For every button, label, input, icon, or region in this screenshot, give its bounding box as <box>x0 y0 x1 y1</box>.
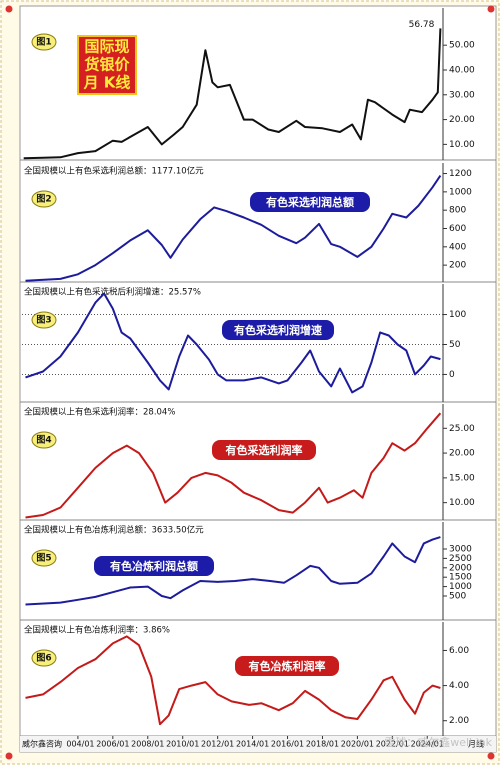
badge: 图4 <box>36 435 51 446</box>
y-tick-label: 10.00 <box>449 498 475 508</box>
x-tick-label: 2004/01 <box>61 740 94 749</box>
data-line <box>25 412 442 519</box>
badge-bg <box>31 33 57 51</box>
x-tick-label: 2016/01 <box>271 740 304 749</box>
watermark: 雪球：威尔鑫well.ink <box>384 735 492 749</box>
source-bg <box>20 737 66 751</box>
x-tick-label: 2014/01 <box>236 740 269 749</box>
chart-frame <box>19 5 497 753</box>
y-tick-label: 800 <box>449 206 466 216</box>
title-box <box>77 35 137 95</box>
pin <box>487 752 495 760</box>
y-tick-label: 200 <box>449 261 466 271</box>
badge: 图2 <box>36 194 51 205</box>
y-tick-label: 20.00 <box>449 449 475 459</box>
title-box <box>94 556 214 576</box>
badge-bg <box>31 549 57 567</box>
chart-title: 月 K线 <box>83 74 131 92</box>
chart-title: 有色采选利润总额 <box>266 195 354 209</box>
data-line <box>25 175 442 282</box>
x-axis-label: 月线 <box>468 739 484 749</box>
y-tick-label: 2000 <box>449 563 472 573</box>
panel-subtitle: 全国规模以上有色采选税后利润增速：25.57% <box>24 287 201 298</box>
badge: 图6 <box>36 653 51 664</box>
chart-title: 国际现 <box>84 38 129 56</box>
title-box <box>222 320 334 340</box>
pin <box>5 752 13 760</box>
chart-title: 货银价 <box>84 56 130 74</box>
y-tick-label: 15.00 <box>449 473 475 483</box>
badge: 图3 <box>36 315 51 326</box>
panel-subtitle: 全国规模以上有色冶炼利润总额：3633.50亿元 <box>24 525 204 536</box>
y-tick-label: 1500 <box>449 573 472 583</box>
panel-subtitle: 全国规模以上有色采选利润率：28.04% <box>24 407 175 418</box>
data-line <box>25 292 441 394</box>
chart-title: 有色采选利润增速 <box>234 323 322 337</box>
x-axis-band <box>20 736 496 752</box>
badge-bg <box>31 311 57 329</box>
source: 威尔鑫咨询 <box>22 739 62 749</box>
title-box <box>212 440 316 460</box>
x-tick-label: 2020/01 <box>341 740 374 749</box>
chart-title: 有色采选利润率 <box>226 443 303 457</box>
y-tick-label: 50 <box>449 340 461 350</box>
y-tick-label: 25.00 <box>449 424 475 434</box>
x-tick-label: 2008/01 <box>131 740 164 749</box>
y-tick-label: 1000 <box>449 582 472 592</box>
y-tick-label: 30.00 <box>449 90 475 100</box>
x-tick-label: 2022/01 <box>376 740 409 749</box>
value-label: 56.78 <box>409 20 435 30</box>
y-tick-label: 100 <box>449 310 466 320</box>
panel-subtitle: 全国规模以上有色冶炼利润率：3.86% <box>24 625 170 636</box>
y-tick-label: 600 <box>449 224 466 234</box>
badge-bg <box>31 190 57 208</box>
badge: 图1 <box>36 37 51 48</box>
y-tick-label: 2.00 <box>449 716 469 726</box>
data-line <box>25 536 441 606</box>
y-tick-label: 0 <box>449 370 455 380</box>
y-tick-label: 40.00 <box>449 65 475 75</box>
y-tick-label: 4.00 <box>449 681 469 691</box>
data-line <box>23 28 442 160</box>
badge-bg <box>31 649 57 667</box>
x-tick-label: 2024/01 <box>411 740 444 749</box>
y-tick-label: 400 <box>449 242 466 252</box>
y-tick-label: 6.00 <box>449 646 469 656</box>
y-tick-label: 50.00 <box>449 41 475 51</box>
x-tick-label: 2012/01 <box>201 740 234 749</box>
title-box <box>250 192 370 212</box>
x-tick-label: 2010/01 <box>166 740 199 749</box>
y-tick-label: 2500 <box>449 554 472 564</box>
pin <box>487 5 495 13</box>
y-tick-label: 1000 <box>449 187 472 197</box>
y-tick-label: 20.00 <box>449 115 475 125</box>
chart-title: 有色冶炼利润总额 <box>110 559 198 573</box>
x-tick-label: 2006/01 <box>96 740 129 749</box>
panel-subtitle: 全国规模以上有色采选利润总额：1177.10亿元 <box>24 166 204 177</box>
chart-title: 有色冶炼利润率 <box>249 659 326 673</box>
y-tick-label: 1200 <box>449 169 472 179</box>
y-tick-label: 10.00 <box>449 140 475 150</box>
x-tick-label: 2018/01 <box>306 740 339 749</box>
y-tick-label: 3000 <box>449 544 472 554</box>
data-line <box>25 635 441 726</box>
badge-bg <box>31 431 57 449</box>
pin <box>5 5 13 13</box>
title-box <box>235 656 339 676</box>
badge: 图5 <box>36 553 51 564</box>
y-tick-label: 500 <box>449 591 466 601</box>
